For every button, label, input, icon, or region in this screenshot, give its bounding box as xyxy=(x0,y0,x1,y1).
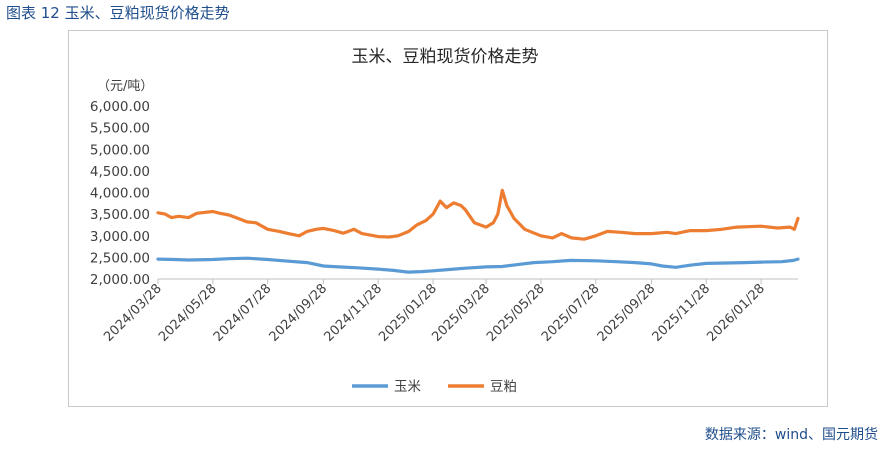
x-tick-label: 2024/03/28 xyxy=(101,281,165,345)
y-tick-label: 3,500.00 xyxy=(90,207,150,223)
soymeal-price-line xyxy=(156,188,800,241)
y-axis-unit-label: （元/吨） xyxy=(97,79,153,94)
x-tick-label: 2026/01/28 xyxy=(704,281,768,345)
x-tick-label: 2025/09/28 xyxy=(595,281,659,345)
series-lines xyxy=(156,188,800,274)
x-tick-label: 2024/09/28 xyxy=(267,281,331,345)
x-tick-label: 2024/05/28 xyxy=(156,281,220,345)
corn-price-line xyxy=(156,256,800,274)
x-tick-label: 2024/07/28 xyxy=(211,281,275,345)
chart-frame xyxy=(68,30,828,407)
x-tick-label: 2025/11/28 xyxy=(650,281,714,345)
x-tick-label: 2025/07/28 xyxy=(539,281,603,345)
x-tick-label: 2024/11/28 xyxy=(321,281,385,345)
y-axis: 6,000.00 5,500.00 5,000.00 4,500.00 4,000.00… xyxy=(90,99,150,288)
x-tick-label: 2025/03/28 xyxy=(429,281,493,345)
y-tick-label: 5,000.00 xyxy=(90,142,150,158)
y-tick-label: 4,000.00 xyxy=(90,186,150,202)
y-tick-label: 4,500.00 xyxy=(90,164,150,180)
y-tick-label: 3,000.00 xyxy=(90,229,150,245)
chart-title: 玉米、豆粕现货价格走势 xyxy=(352,47,539,67)
y-tick-label: 2,000.00 xyxy=(90,272,150,288)
y-tick-label: 2,500.00 xyxy=(90,250,150,266)
legend: 玉米 豆粕 xyxy=(352,379,517,395)
x-axis: 2024/03/282024/05/282024/07/282024/09/28… xyxy=(101,278,798,345)
legend-label: 豆粕 xyxy=(490,379,517,395)
legend-label: 玉米 xyxy=(394,379,421,395)
source-note: 数据来源：wind、国元期货 xyxy=(704,427,878,443)
figure-caption: 图表 12 玉米、豆粕现货价格走势 xyxy=(6,4,230,22)
x-tick-label: 2025/05/28 xyxy=(484,281,548,345)
y-tick-label: 6,000.00 xyxy=(90,99,150,115)
y-tick-label: 5,500.00 xyxy=(90,121,150,137)
